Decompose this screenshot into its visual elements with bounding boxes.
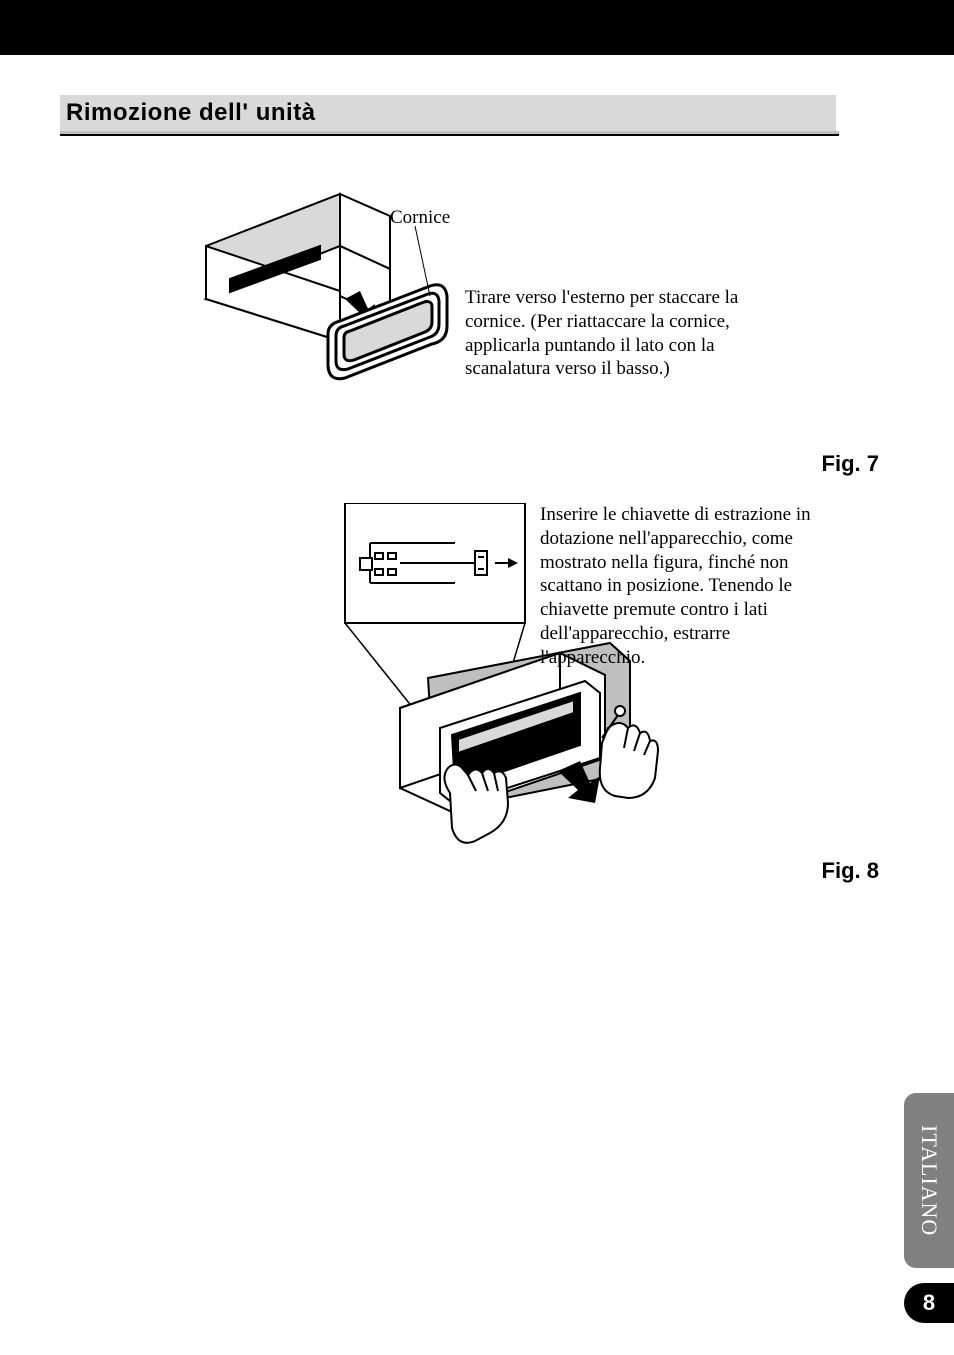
figure-8-block: Inserire le chiavette di estrazione in d… [280,503,839,853]
page-content: Rimozione dell' unità Cornice [0,55,954,884]
hand-icon [444,765,508,843]
fig8-instruction-text: Inserire le chiavette di estrazione in d… [540,503,815,669]
section-header: Rimozione dell' unità [60,95,839,136]
fig8-caption: Fig. 8 [60,858,879,884]
top-black-bar [0,0,954,55]
section-underline [60,131,839,134]
fig7-instruction-text: Tirare verso l'esterno per staccare la c… [465,286,745,381]
page-number: 8 [923,1290,935,1316]
page-number-badge: 8 [904,1283,954,1323]
fig7-illustration [200,191,460,391]
figure-7-block: Cornice [200,191,839,441]
section-title: Rimozione dell' unità [60,95,836,131]
fig7-caption: Fig. 7 [60,451,879,477]
language-tab: ITALIANO [904,1093,954,1268]
language-label: ITALIANO [916,1125,942,1236]
